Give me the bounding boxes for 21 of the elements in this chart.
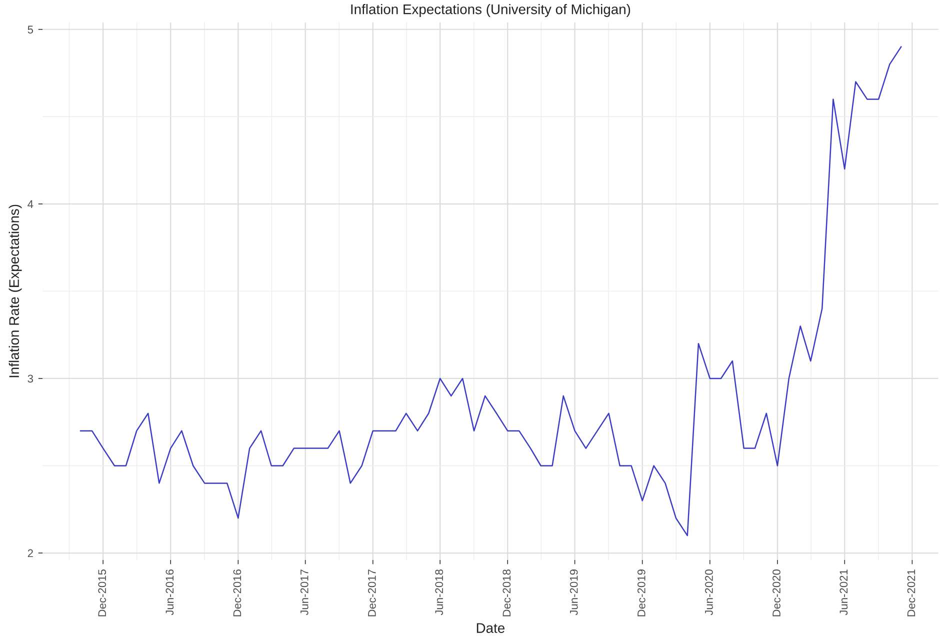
x-tick-label: Jun-2019 (570, 570, 578, 616)
x-axis-title: Date (476, 623, 505, 633)
y-tick-label: 3 (28, 374, 34, 383)
chart-title: Inflation Expectations (University of Michigan) (351, 4, 630, 17)
x-tick-label: Jun-2018 (435, 570, 444, 616)
x-tick-label: Jun-2017 (300, 570, 308, 616)
x-tick-label: Dec-2016 (233, 570, 242, 616)
x-tick-label: Dec-2018 (502, 570, 511, 616)
y-tick-label: 2 (28, 549, 33, 558)
x-tick-label: Dec-2020 (772, 569, 780, 616)
x-tick-label: Dec-2017 (368, 570, 376, 616)
x-tick-label: Jun-2021 (840, 570, 848, 616)
y-tick-label: 4 (28, 200, 34, 208)
x-tick-label: Jun-2020 (705, 569, 713, 616)
x-tick-label: Dec-2019 (637, 570, 646, 616)
y-axis-title: Inflation Rate (Expectations) (8, 204, 22, 378)
x-tick-label: Dec-2015 (98, 569, 106, 616)
line-series (80, 46, 902, 536)
y-tick-label: 5 (28, 26, 34, 34)
x-tick-label: Jun-2016 (166, 570, 174, 616)
x-tick-label: Dec-2021 (907, 570, 916, 616)
